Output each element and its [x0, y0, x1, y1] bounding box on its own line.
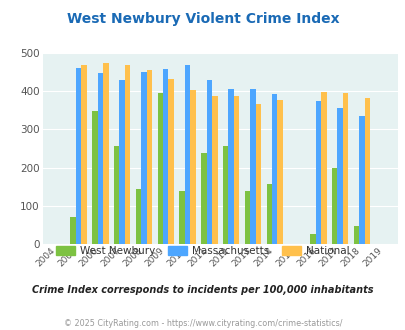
Bar: [249, 89, 255, 244]
Bar: [244, 191, 249, 244]
Bar: [358, 115, 364, 244]
Text: West Newbury Violent Crime Index: West Newbury Violent Crime Index: [66, 12, 339, 25]
Bar: [320, 92, 326, 244]
Bar: [228, 89, 233, 244]
Bar: [103, 63, 108, 244]
Bar: [119, 80, 125, 244]
Bar: [255, 105, 260, 244]
Bar: [184, 65, 190, 244]
Text: © 2025 CityRating.com - https://www.cityrating.com/crime-statistics/: © 2025 CityRating.com - https://www.city…: [64, 319, 341, 328]
Bar: [353, 226, 358, 244]
Bar: [141, 72, 146, 244]
Bar: [309, 234, 315, 244]
Bar: [222, 146, 228, 244]
Bar: [266, 184, 271, 244]
Bar: [315, 101, 320, 244]
Bar: [135, 189, 141, 244]
Bar: [98, 73, 103, 244]
Bar: [157, 93, 163, 244]
Legend: West Newbury, Massachusetts, National: West Newbury, Massachusetts, National: [52, 242, 353, 260]
Bar: [168, 79, 173, 244]
Bar: [201, 153, 206, 244]
Bar: [70, 216, 76, 244]
Bar: [337, 108, 342, 244]
Bar: [342, 93, 347, 244]
Bar: [364, 98, 369, 244]
Bar: [331, 168, 337, 244]
Bar: [190, 89, 195, 244]
Bar: [277, 100, 282, 244]
Bar: [92, 111, 98, 244]
Bar: [125, 65, 130, 244]
Bar: [233, 96, 239, 244]
Bar: [146, 70, 152, 244]
Bar: [211, 96, 217, 244]
Bar: [81, 65, 87, 244]
Text: Crime Index corresponds to incidents per 100,000 inhabitants: Crime Index corresponds to incidents per…: [32, 285, 373, 295]
Bar: [206, 81, 211, 244]
Bar: [271, 94, 277, 244]
Bar: [163, 69, 168, 244]
Bar: [114, 146, 119, 244]
Bar: [179, 191, 184, 244]
Bar: [76, 68, 81, 244]
